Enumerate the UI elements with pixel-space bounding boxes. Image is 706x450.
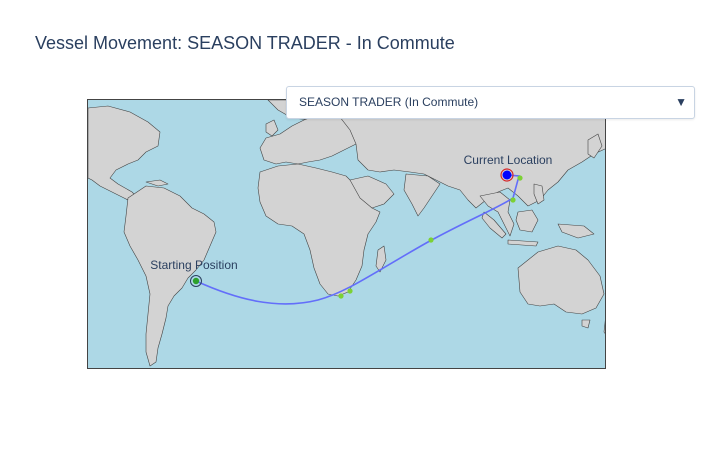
waypoint-marker: [510, 197, 516, 203]
land-africa: [257, 163, 381, 297]
land-borneo: [515, 209, 539, 233]
waypoint-marker: [517, 175, 523, 181]
dropdown-selected-value: SEASON TRADER (In Commute): [299, 95, 479, 109]
start-marker[interactable]: [190, 275, 202, 287]
land-south-america: [123, 185, 217, 367]
current-location-label: Current Location: [464, 153, 553, 167]
vessel-route: [195, 174, 521, 305]
triangle-down-icon: ▼: [675, 95, 687, 109]
current-location-marker[interactable]: [500, 168, 514, 182]
waypoint-marker: [338, 293, 344, 299]
land-new-guinea: [557, 223, 595, 239]
land-tasmania: [581, 319, 591, 329]
waypoint-marker: [428, 237, 434, 243]
land-philippines: [533, 183, 545, 205]
land-arabia: [349, 175, 395, 209]
land-java: [507, 239, 539, 247]
vessel-select-dropdown[interactable]: SEASON TRADER (In Commute) ▼: [286, 86, 695, 119]
world-map: Starting Position Current Location: [88, 100, 605, 367]
land-new-zealand: [603, 320, 605, 334]
land-british-isles: [265, 119, 279, 137]
land-caribbean: [145, 179, 169, 187]
land-india: [403, 173, 441, 217]
start-label: Starting Position: [150, 258, 237, 272]
land-north-america: [88, 105, 161, 205]
land-sumatra: [481, 211, 507, 239]
page-title: Vessel Movement: SEASON TRADER - In Comm…: [35, 33, 455, 53]
map-panel[interactable]: Starting Position Current Location: [87, 99, 606, 369]
land-masses: [88, 100, 605, 367]
land-madagascar: [375, 245, 387, 273]
waypoints: [338, 175, 523, 299]
land-australia: [517, 245, 605, 315]
waypoint-marker: [347, 288, 353, 294]
land-japan: [587, 133, 603, 159]
